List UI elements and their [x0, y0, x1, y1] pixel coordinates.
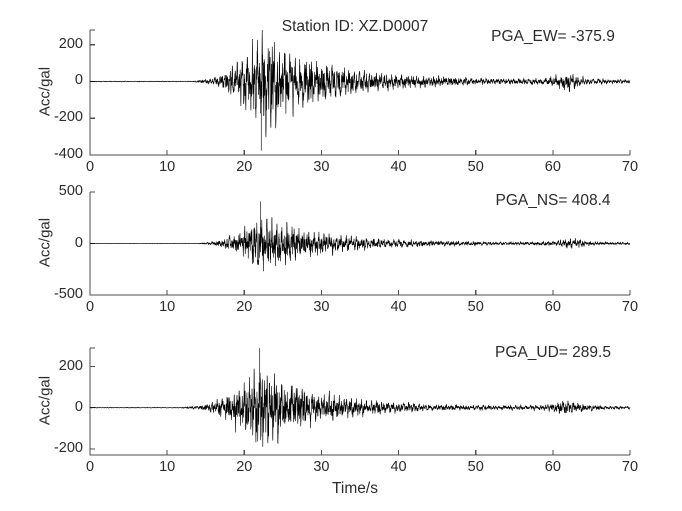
x-tick-label: 70 — [621, 159, 639, 175]
acceleration-trace-ud — [89, 368, 631, 447]
x-tick-label: 40 — [390, 459, 407, 475]
y-tick-label: -400 — [53, 146, 83, 162]
y-tick-label: 200 — [58, 357, 83, 374]
x-tick-label: 40 — [390, 299, 407, 315]
x-tick-label: 20 — [236, 159, 253, 175]
y-tick-label: 500 — [58, 183, 83, 199]
x-tick-label: 70 — [621, 459, 639, 475]
x-tick-label: 30 — [313, 299, 330, 315]
x-tick-label: 0 — [85, 299, 95, 315]
x-tick-label: 70 — [621, 299, 639, 315]
x-tick-label: 60 — [544, 459, 561, 475]
x-tick-label: 60 — [544, 299, 561, 315]
x-tick-label: 0 — [85, 459, 95, 475]
x-tick-label: 60 — [544, 159, 561, 175]
x-tick-label: 20 — [236, 459, 253, 475]
y-axis-label: Acc/gal — [36, 375, 54, 425]
y-tick-label: 0 — [74, 398, 83, 415]
axis-spines — [89, 347, 631, 456]
y-tick-label: 0 — [74, 234, 83, 251]
pga-annotation-ud: PGA_UD= 289.5 — [495, 344, 611, 361]
x-tick-label: 0 — [85, 159, 95, 175]
x-tick-label: 50 — [467, 459, 484, 475]
y-tick-label: -200 — [53, 109, 83, 126]
x-tick-label: 30 — [313, 159, 330, 175]
y-tick-label: -500 — [53, 286, 83, 302]
x-tick-label: 10 — [159, 159, 176, 175]
y-tick-label: -200 — [53, 439, 83, 456]
pga-annotation-ew: PGA_EW= -375.9 — [491, 28, 615, 45]
pga-annotation-ns: PGA_NS= 408.4 — [495, 192, 611, 209]
chart-title: Station ID: XZ.D0007 — [281, 18, 429, 35]
x-tick-label: 40 — [390, 159, 407, 175]
x-tick-label: 20 — [236, 299, 253, 315]
y-tick-label: 0 — [74, 72, 83, 89]
x-axis-label: Time/s — [332, 480, 378, 497]
acceleration-trace-ns — [89, 217, 631, 272]
x-tick-label: 50 — [467, 159, 484, 175]
acceleration-trace-ew — [89, 29, 631, 138]
y-tick-label: 200 — [58, 35, 83, 52]
x-tick-label: 10 — [159, 459, 176, 475]
x-tick-label: 50 — [467, 299, 484, 315]
x-tick-label: 10 — [159, 299, 176, 315]
x-tick-label: 30 — [313, 459, 330, 475]
